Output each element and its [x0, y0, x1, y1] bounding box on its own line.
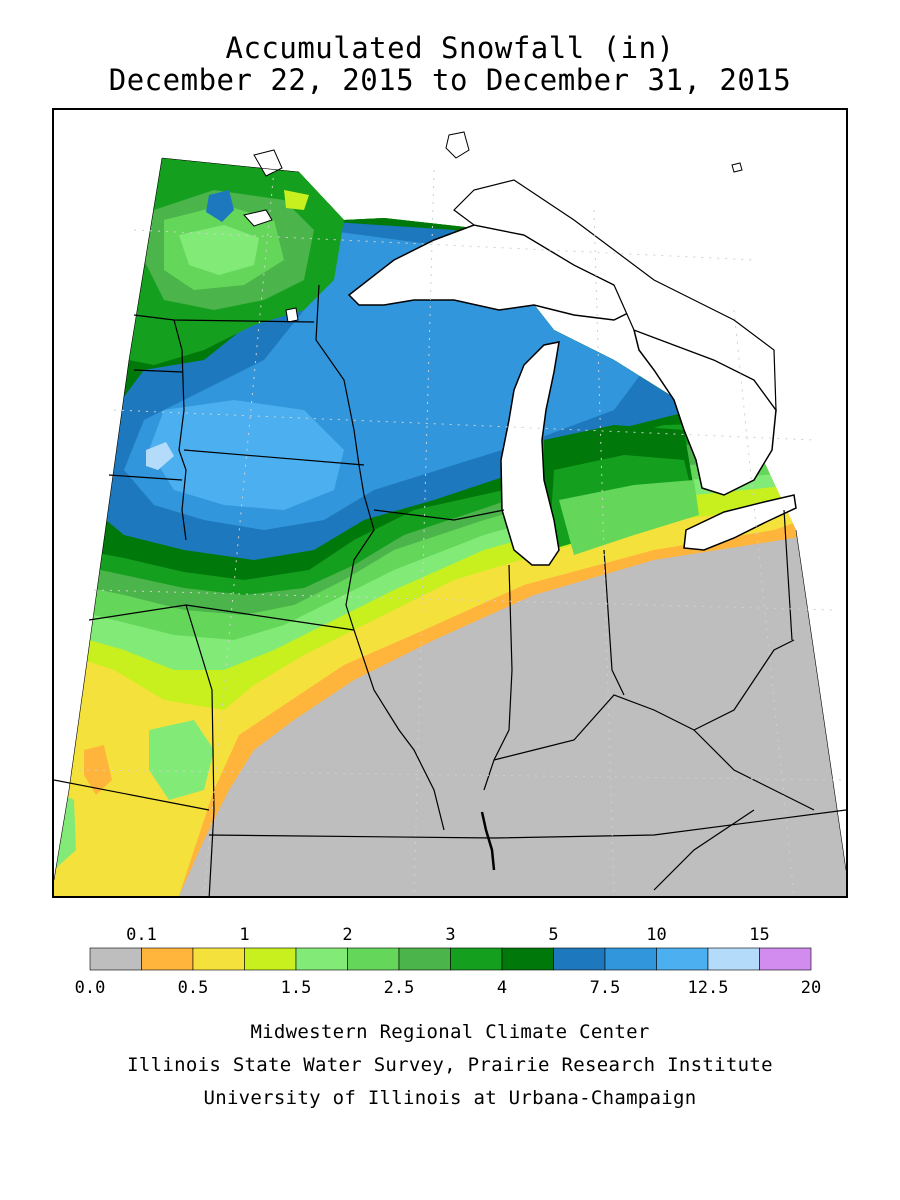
legend-swatch [244, 947, 297, 971]
island-2 [285, 307, 299, 323]
legend-bottom-label: 2.5 [384, 978, 415, 998]
border-ne-ks-mo [185, 604, 215, 896]
legend-bottom-label: 12.5 [688, 978, 729, 998]
lake-superior [347, 224, 636, 321]
border-oh-pa [783, 509, 793, 641]
credit-line-1: Midwestern Regional Climate Center [250, 1021, 650, 1043]
legend-top-label: 3 [445, 925, 455, 945]
mi-band-2-2.5 [559, 480, 699, 555]
border-wi-il [373, 509, 505, 521]
legend-bottom-label: 20 [801, 978, 821, 998]
great-lakes [243, 131, 797, 566]
legend-swatch [759, 947, 812, 971]
nw-band-1.5-2 [179, 225, 259, 275]
border-ne-ks [54, 779, 210, 811]
state-boundaries [54, 284, 846, 896]
projection-edge [54, 157, 846, 881]
legend-top-label: 1 [239, 925, 249, 945]
canada-land [453, 179, 777, 412]
legend-swatch [295, 947, 348, 971]
legend-swatch [192, 947, 245, 971]
border-il-in [483, 564, 513, 791]
band-12.5-15 [146, 442, 174, 470]
border-mn-west [173, 319, 187, 541]
legend-bottom-label: 1.5 [281, 978, 312, 998]
legend-swatch [450, 947, 503, 971]
border-ky-va [693, 729, 815, 811]
legend-swatch [89, 947, 142, 971]
border-mn-ia [183, 449, 365, 466]
credit-line-3: University of Illinois at Urbana-Champai… [203, 1087, 697, 1109]
sw-patch-1.5-2 [149, 720, 214, 800]
border-southern [208, 809, 846, 839]
nw-band-1-1.5 [284, 190, 309, 210]
map-date-range: December 22, 2015 to December 31, 2015 [108, 63, 792, 97]
island-1 [243, 209, 273, 227]
legend-swatch [553, 947, 606, 971]
river-tennessee [480, 811, 496, 871]
legend-top-label: 5 [548, 925, 558, 945]
border-tn-nc [653, 809, 755, 891]
border-in-oh [603, 549, 625, 696]
island-4 [445, 131, 470, 159]
lake-michigan [500, 341, 560, 566]
legend-bottom-label: 4 [497, 978, 507, 998]
border-mn-wi [315, 284, 375, 631]
map-canvas [54, 131, 846, 896]
credit-line-2: Illinois State Water Survey, Prairie Res… [127, 1054, 773, 1076]
border-ohio-river [493, 639, 795, 761]
legend-swatch [656, 947, 709, 971]
lake-erie [683, 494, 797, 551]
border-mn-nd-lower [133, 369, 183, 373]
legend-swatch [707, 947, 760, 971]
legend-top-label: 15 [749, 925, 769, 945]
graticule [78, 169, 845, 896]
snowfall-map [52, 108, 848, 898]
legend-swatch [501, 947, 554, 971]
nw-band-5-7.5 [206, 190, 234, 222]
legend-swatch [347, 947, 400, 971]
border-il-mo [353, 629, 445, 831]
legend-top-label: 2 [342, 925, 352, 945]
map-title: Accumulated Snowfall (in) [225, 31, 675, 65]
legend-bottom-label: 0.5 [178, 978, 209, 998]
sw-patch-0.1-0.5 [84, 745, 112, 795]
legend-bottom-label: 0.0 [75, 978, 106, 998]
border-sd-ne [108, 474, 183, 481]
legend-swatch [141, 947, 194, 971]
legend-top-label: 10 [646, 925, 666, 945]
legend-swatch [604, 947, 657, 971]
legend-swatch [398, 947, 451, 971]
legend-bottom-label: 7.5 [590, 978, 621, 998]
color-legend: 0.1 1 2 3 5 10 15 0.0 0.5 1.5 2.5 4 7.5 12.5 20 [75, 925, 822, 998]
legend-top-label: 0.1 [126, 925, 157, 945]
island-5 [731, 162, 743, 173]
